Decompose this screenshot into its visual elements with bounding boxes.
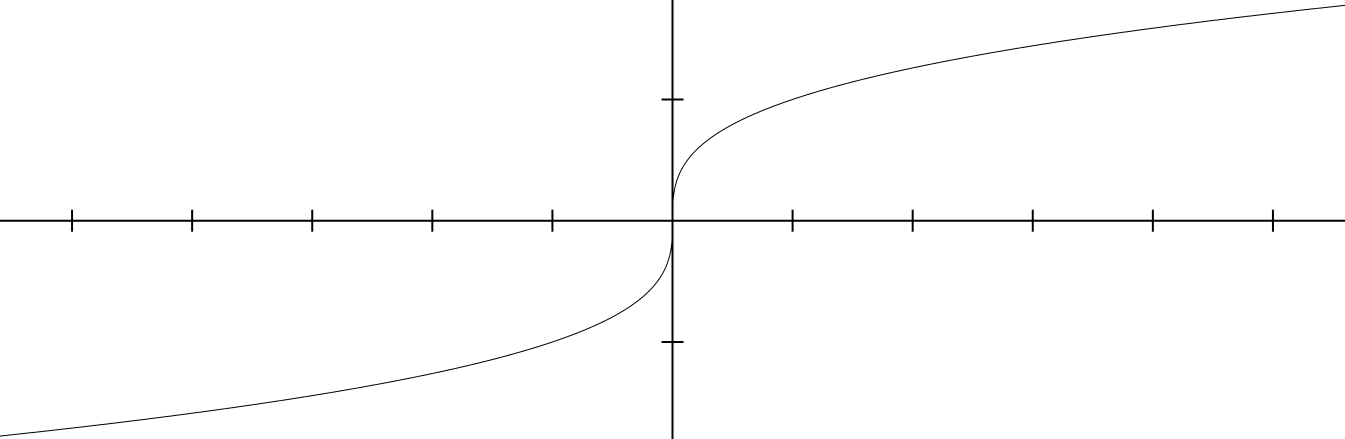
series-line-cube-root <box>0 4 1345 437</box>
x-axis-ticks <box>71 209 1274 232</box>
y-axis-ticks <box>661 98 684 343</box>
